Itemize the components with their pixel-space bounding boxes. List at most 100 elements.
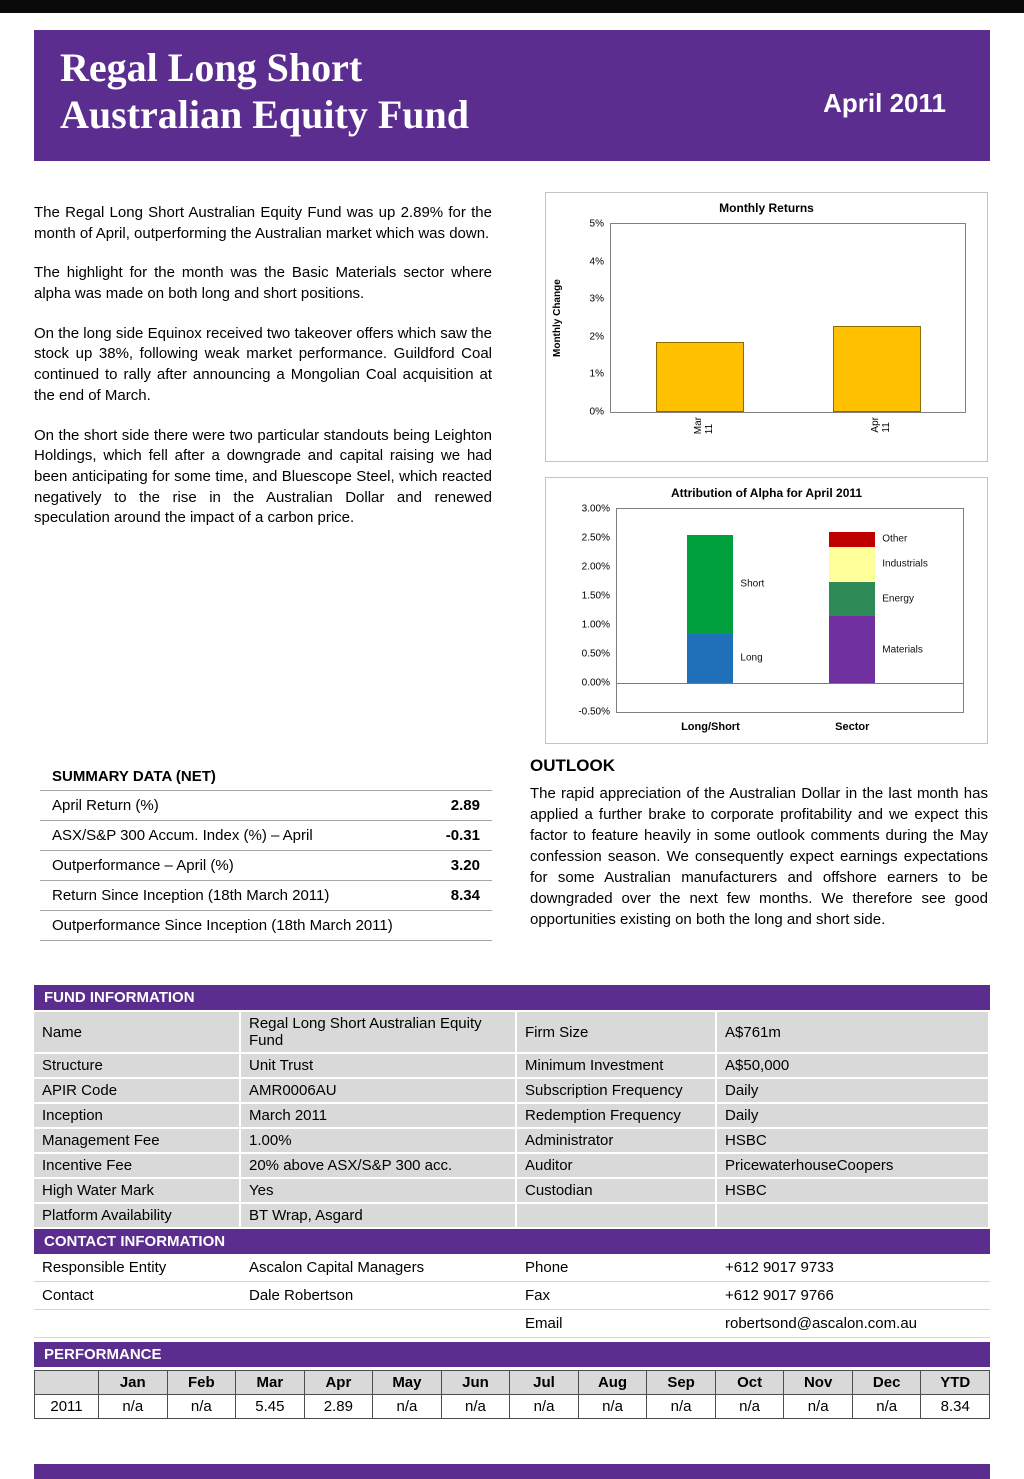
- y-axis-tick-label: 1.50%: [581, 590, 610, 602]
- performance-column-header: Mar: [236, 1371, 305, 1395]
- performance-column-header: Nov: [784, 1371, 853, 1395]
- alpha-attribution-chart: Attribution of Alpha for April 2011 -0.5…: [545, 477, 988, 744]
- field-value: A$50,000: [717, 1054, 990, 1079]
- alpha-segment-energy: [829, 581, 876, 617]
- summary-row: Return Since Inception (18th March 2011)…: [40, 880, 492, 910]
- field-label: Name: [34, 1012, 241, 1054]
- y-axis-tick-label: 1%: [589, 368, 604, 380]
- plot-area: 0% 1% 2% 3% 4% 5% Mar 11 Apr 11: [590, 219, 966, 434]
- field-label: APIR Code: [34, 1079, 241, 1104]
- fund-and-contact-info: FUND INFORMATION Name Regal Long Short Au…: [34, 985, 990, 1338]
- field-value: Unit Trust: [241, 1054, 517, 1079]
- contact-information-table: Responsible Entity Ascalon Capital Manage…: [34, 1254, 990, 1338]
- fund-info-row: Management Fee 1.00% Administrator HSBC: [34, 1129, 990, 1154]
- summary-metric-value: 8.34: [450, 887, 480, 904]
- field-label: Inception: [34, 1104, 241, 1129]
- y-axis-title: Monthly Change: [552, 279, 563, 357]
- commentary-paragraph: On the short side there were two particu…: [34, 426, 492, 527]
- chart-title: Monthly Returns: [719, 201, 814, 215]
- fund-info-row: Inception March 2011 Redemption Frequency D…: [34, 1104, 990, 1129]
- performance-value-cell: n/a: [441, 1395, 511, 1419]
- summary-metric-value: 3.20: [450, 857, 480, 874]
- fund-information-header: FUND INFORMATION: [34, 985, 990, 1010]
- performance-column-header: [35, 1371, 99, 1395]
- commentary-paragraph: The Regal Long Short Australian Equity F…: [34, 204, 492, 242]
- performance-value-cell: n/a: [578, 1395, 648, 1419]
- field-value: [241, 1310, 517, 1338]
- alpha-segment-long: [687, 633, 734, 683]
- field-value: 20% above ASX/S&P 300 acc.: [241, 1154, 517, 1179]
- field-value: Daily: [717, 1079, 990, 1104]
- performance-value-cell: 5.45: [236, 1395, 305, 1419]
- field-label: Minimum Investment: [517, 1054, 717, 1079]
- performance-value-cell: n/a: [852, 1395, 922, 1419]
- field-value: +612 9017 9733: [717, 1254, 990, 1282]
- commentary-paragraph: On the long side Equinox received two ta…: [34, 324, 492, 404]
- field-value: Yes: [241, 1179, 517, 1204]
- segment-label: Other: [882, 533, 908, 545]
- performance-column-header: Jan: [99, 1371, 168, 1395]
- contact-row: Contact Dale Robertson Fax +612 9017 9766: [34, 1282, 990, 1310]
- summary-metric-value: -0.31: [445, 827, 480, 844]
- alpha-segment-industrials: [829, 546, 876, 582]
- summary-metric-label: Outperformance – April (%): [52, 857, 234, 874]
- summary-metric-label: Return Since Inception (18th March 2011): [52, 887, 330, 904]
- summary-table: April Return (%) 2.89 ASX/S&P 300 Accum. I…: [40, 790, 492, 941]
- field-label: Firm Size: [517, 1012, 717, 1054]
- zero-axis-line: [617, 683, 963, 684]
- field-label: [34, 1310, 241, 1338]
- performance-value-cell: n/a: [99, 1395, 168, 1419]
- commentary-paragraph: The highlight for the month was the Basi…: [34, 264, 492, 303]
- performance-column-header: Aug: [578, 1371, 648, 1395]
- summary-row: April Return (%) 2.89: [40, 790, 492, 820]
- performance-column-header: Apr: [304, 1371, 374, 1395]
- monthly-return-bar: [655, 342, 744, 412]
- field-label: Custodian: [517, 1179, 717, 1204]
- y-axis-tick-label: 0%: [589, 406, 604, 418]
- y-axis-tick-label: 1.00%: [581, 619, 610, 631]
- field-value: March 2011: [241, 1104, 517, 1129]
- performance-value-cell: n/a: [167, 1395, 237, 1419]
- field-label: Email: [517, 1310, 717, 1338]
- performance-section: PERFORMANCE Jan Feb Mar Apr May Jun Jul Aug Sep O…: [34, 1342, 990, 1419]
- fund-info-row: Platform Availability BT Wrap, Asgard: [34, 1204, 990, 1229]
- summary-row: Outperformance – April (%) 3.20: [40, 850, 492, 880]
- field-value: A$761m: [717, 1012, 990, 1054]
- field-value: Dale Robertson: [241, 1282, 517, 1310]
- performance-value-cell: n/a: [510, 1395, 579, 1419]
- y-axis-tick-label: 2.50%: [581, 532, 610, 544]
- performance-column-header: YTD: [921, 1371, 990, 1395]
- performance-row-year: 2011: [35, 1395, 99, 1419]
- chart-title: Attribution of Alpha for April 2011: [670, 486, 863, 500]
- field-value: PricewaterhouseCoopers: [717, 1154, 990, 1179]
- field-value: HSBC: [717, 1129, 990, 1154]
- alpha-segment-short: [687, 535, 734, 634]
- performance-column-header: Dec: [852, 1371, 922, 1395]
- fund-info-row: Name Regal Long Short Australian Equity F…: [34, 1012, 990, 1054]
- performance-value-cell: n/a: [373, 1395, 442, 1419]
- summary-section: SUMMARY DATA (NET) April Return (%) 2.89 A…: [40, 768, 492, 941]
- performance-value-cell: n/a: [715, 1395, 785, 1419]
- y-axis-tick-label: 3%: [589, 293, 604, 305]
- commentary: The Regal Long Short Australian Equity F…: [34, 203, 492, 548]
- performance-value-cell: 8.34: [921, 1395, 990, 1419]
- x-axis-category-label: Long/Short: [681, 721, 740, 733]
- top-border-strip: [0, 0, 1024, 13]
- segment-label: Long: [740, 652, 763, 664]
- y-axis-tick-label: 2.00%: [581, 561, 610, 573]
- summary-metric-value: 2.89: [450, 797, 480, 814]
- performance-column-header: Oct: [715, 1371, 785, 1395]
- performance-table: Jan Feb Mar Apr May Jun Jul Aug Sep Oct Nov Dec YTD 2…: [34, 1370, 990, 1419]
- field-label: Phone: [517, 1254, 717, 1282]
- summary-title: SUMMARY DATA (NET): [52, 768, 216, 785]
- field-value: 1.00%: [241, 1129, 517, 1154]
- field-value: Regal Long Short Australian Equity Fund: [241, 1012, 517, 1054]
- segment-label: Short: [740, 578, 765, 590]
- monthly-returns-chart: Monthly Returns Monthly Change 0% 1% 2% 3% 4…: [545, 192, 988, 462]
- summary-row: ASX/S&P 300 Accum. Index (%) – April -0.3…: [40, 820, 492, 850]
- field-value: Ascalon Capital Managers: [241, 1254, 517, 1282]
- performance-value-cell: n/a: [784, 1395, 853, 1419]
- performance-column-header: May: [373, 1371, 442, 1395]
- field-value: BT Wrap, Asgard: [241, 1204, 517, 1229]
